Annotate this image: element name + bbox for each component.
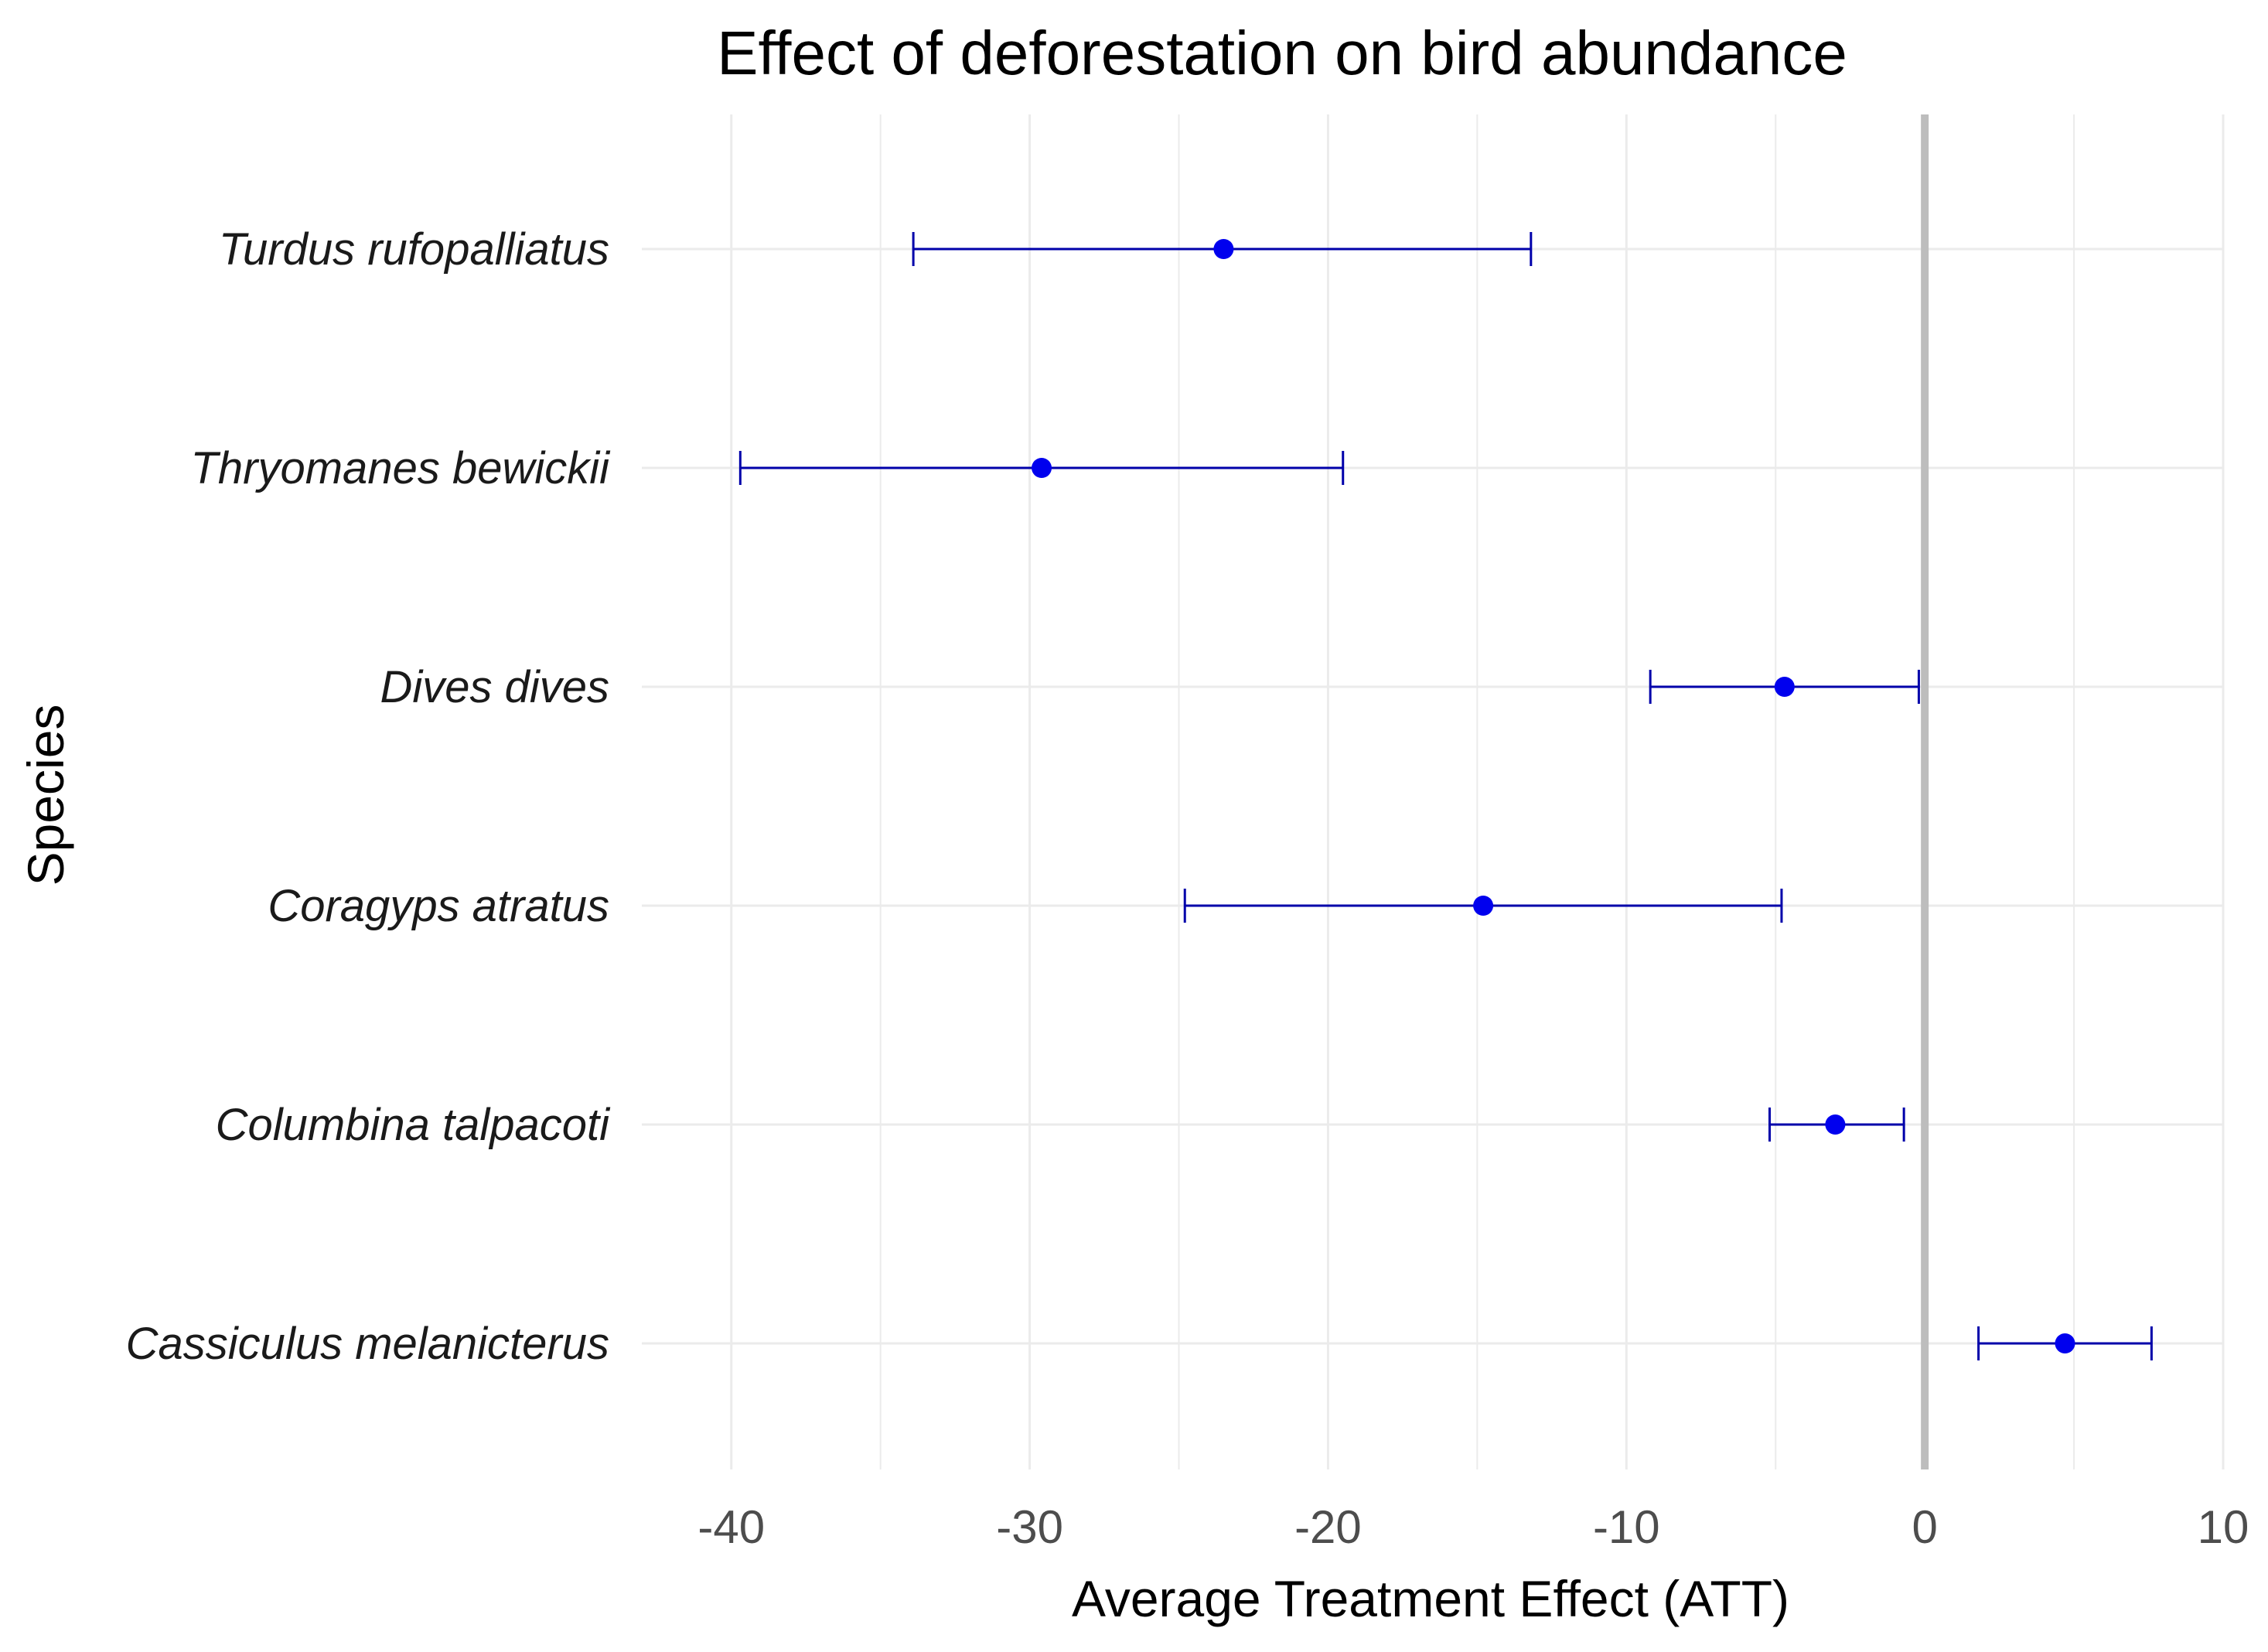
x-tick-label: -30: [996, 1501, 1063, 1553]
x-tick-label: -10: [1593, 1501, 1660, 1553]
species-label: Cassiculus melanicterus: [126, 1319, 609, 1369]
x-tick-label: 10: [2198, 1501, 2249, 1553]
x-tick-label: 0: [1912, 1501, 1937, 1553]
species-labels: Turdus rufopalliatus Thryomanes bewickii D…: [126, 224, 611, 1369]
x-tick-label: -40: [697, 1501, 765, 1553]
estimate-point: [1032, 458, 1052, 478]
species-label: Thryomanes bewickii: [190, 443, 611, 493]
x-tick-label: -20: [1294, 1501, 1362, 1553]
species-label: Dives dives: [380, 662, 609, 712]
y-axis-title: Species: [17, 705, 74, 886]
species-label: Coragyps atratus: [268, 881, 609, 931]
x-tick-labels: -40 -30 -20 -10 0 10: [697, 1501, 2249, 1553]
estimate-point: [1774, 677, 1795, 697]
estimate-point: [1473, 896, 1494, 916]
species-label: Columbina talpacoti: [216, 1100, 612, 1150]
gridlines: [642, 114, 2225, 1469]
error-bars: [738, 232, 2153, 1360]
estimate-point: [2055, 1333, 2075, 1353]
estimate-points: [1032, 239, 2075, 1353]
estimate-point: [1825, 1114, 1846, 1135]
species-label: Turdus rufopalliatus: [219, 224, 609, 275]
chart-title: Effect of deforestation on bird abundanc…: [717, 19, 1847, 87]
x-axis-title: Average Treatment Effect (ATT): [1072, 1570, 1789, 1627]
estimate-point: [1213, 239, 1234, 259]
